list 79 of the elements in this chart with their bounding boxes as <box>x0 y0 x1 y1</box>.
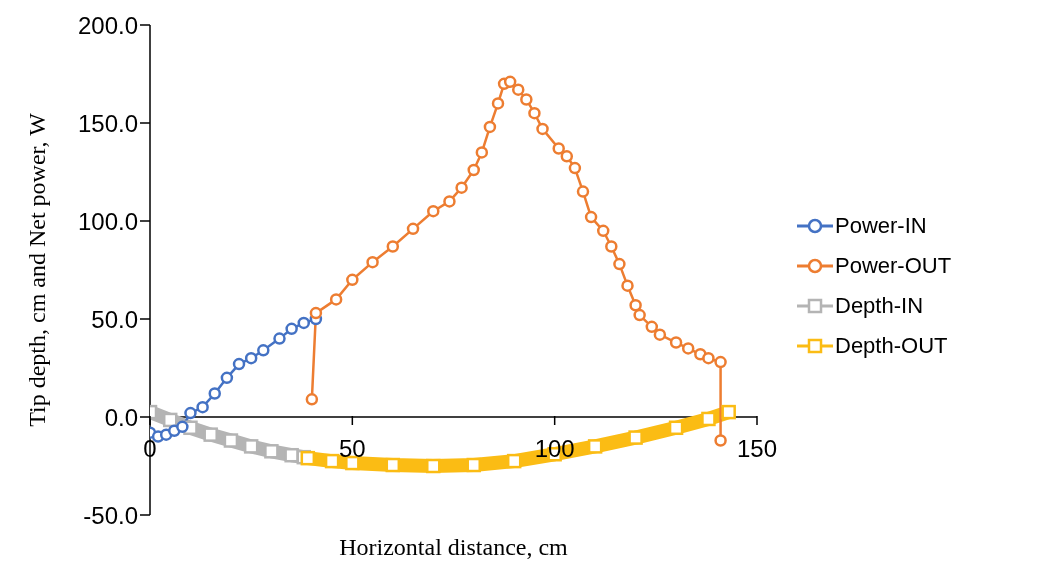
point <box>443 195 456 208</box>
point <box>568 161 582 175</box>
point <box>223 433 239 448</box>
y-tick-label: 100.0 <box>77 207 138 235</box>
point <box>596 224 610 238</box>
legend-label: Depth-OUT <box>835 332 948 359</box>
point <box>257 344 270 357</box>
point <box>584 210 598 224</box>
legend-label: Power-IN <box>835 212 927 239</box>
point <box>552 142 565 155</box>
point <box>714 434 727 447</box>
point <box>273 332 286 345</box>
point <box>576 185 590 198</box>
point <box>284 447 299 463</box>
x-tick-label: 150 <box>736 435 778 462</box>
point <box>309 306 323 320</box>
point <box>483 120 497 134</box>
point <box>220 371 234 385</box>
legend-label: Depth-IN <box>835 292 924 319</box>
point <box>184 406 197 420</box>
point <box>244 351 258 365</box>
point <box>366 255 379 269</box>
x-axis-title: Horizontal distance, cm <box>339 534 569 560</box>
point <box>520 93 533 106</box>
y-tick-label: 50.0 <box>91 305 138 333</box>
point <box>653 328 667 341</box>
point <box>406 222 420 236</box>
point <box>605 240 618 253</box>
point <box>427 204 440 218</box>
point <box>297 316 311 330</box>
legend-label: Power-OUT <box>835 252 952 279</box>
y-tick-label: 150.0 <box>77 109 138 137</box>
point <box>621 279 634 292</box>
point <box>203 427 218 442</box>
y-axis-title: Tip depth, cm and Net power, W <box>23 112 50 427</box>
point <box>668 420 684 436</box>
point <box>506 453 522 469</box>
point <box>208 387 221 400</box>
point <box>721 404 736 420</box>
point <box>628 430 643 445</box>
point <box>466 457 481 473</box>
point <box>467 163 480 177</box>
y-tick-label: 0.0 <box>104 403 138 431</box>
point <box>681 342 695 355</box>
point <box>264 444 279 459</box>
point <box>176 420 189 434</box>
point <box>385 457 401 473</box>
point <box>536 122 549 136</box>
point <box>346 273 359 287</box>
point <box>243 439 259 454</box>
point <box>475 146 489 159</box>
point <box>426 458 441 474</box>
point <box>329 293 343 306</box>
point <box>386 240 400 253</box>
point <box>633 308 646 322</box>
point <box>528 106 541 120</box>
point <box>305 393 319 406</box>
point <box>232 357 246 371</box>
point <box>512 83 525 96</box>
y-tick-label: 200.0 <box>77 11 138 39</box>
point <box>702 351 715 365</box>
point <box>714 355 727 369</box>
point <box>324 453 340 469</box>
point <box>560 150 574 163</box>
point <box>162 412 178 428</box>
x-tick-label: 50 <box>338 435 366 462</box>
point <box>491 97 505 110</box>
point <box>645 320 659 334</box>
point <box>300 450 316 466</box>
point <box>587 439 603 454</box>
point <box>196 400 209 414</box>
y-tick-label: -50.0 <box>83 501 138 529</box>
point <box>285 322 298 336</box>
point <box>669 336 683 349</box>
point <box>613 257 626 271</box>
point <box>455 181 468 194</box>
point <box>629 299 642 312</box>
point <box>701 411 716 427</box>
point <box>503 75 517 89</box>
